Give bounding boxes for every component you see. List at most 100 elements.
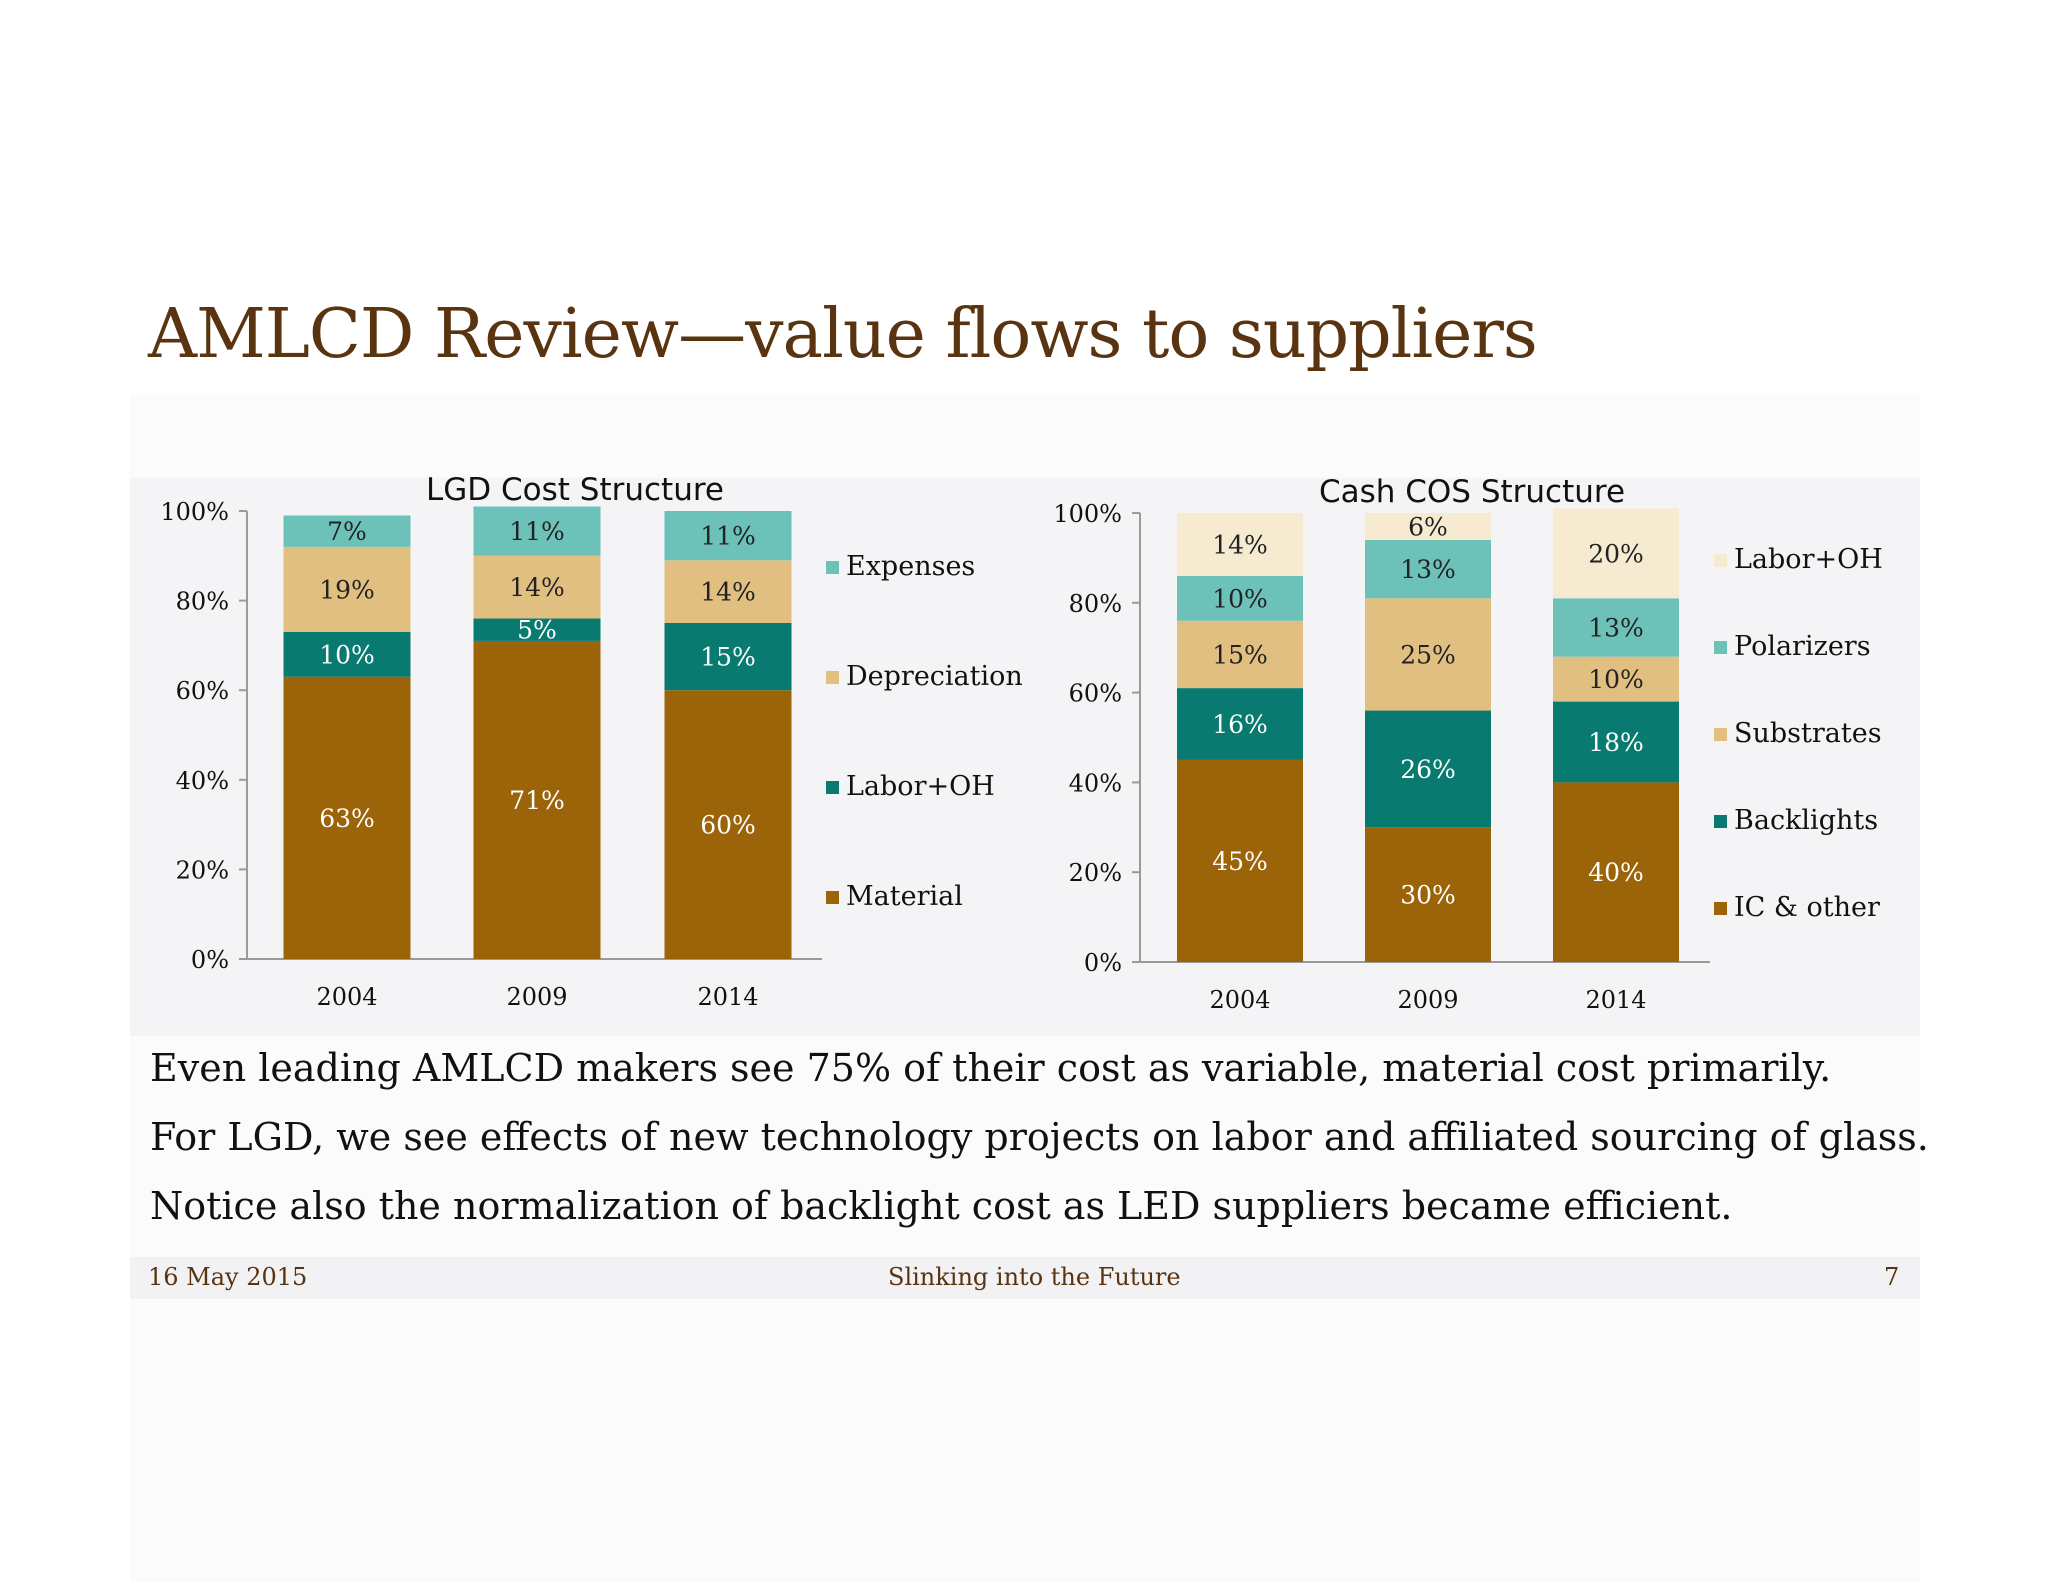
y-tick-label: 0% bbox=[1084, 949, 1122, 977]
bar-segment bbox=[664, 690, 792, 959]
chart-title: Cash COS Structure bbox=[1319, 474, 1625, 510]
data-label: 14% bbox=[1212, 530, 1268, 559]
data-label: 15% bbox=[1212, 640, 1268, 669]
bar-segment bbox=[1365, 513, 1491, 540]
bar-segment bbox=[1177, 759, 1303, 962]
data-label: 45% bbox=[1212, 847, 1268, 876]
data-label: 18% bbox=[1588, 728, 1644, 757]
bar-segment bbox=[1177, 575, 1303, 621]
data-label: 40% bbox=[1588, 858, 1644, 887]
data-label: 71% bbox=[509, 786, 565, 815]
legend-swatch bbox=[826, 671, 839, 684]
x-tick-label: 2014 bbox=[697, 983, 758, 1011]
legend-swatch bbox=[826, 781, 839, 794]
legend-label: Material bbox=[846, 881, 963, 912]
legend-swatch bbox=[1714, 728, 1727, 741]
legend-label: Expenses bbox=[846, 551, 975, 582]
x-tick-label: 2009 bbox=[506, 983, 567, 1011]
bar-segment bbox=[1177, 513, 1303, 576]
bar-segment bbox=[1365, 598, 1491, 711]
legend-label: IC & other bbox=[1734, 892, 1880, 923]
x-tick-label: 2004 bbox=[316, 983, 377, 1011]
bar-segment bbox=[664, 511, 792, 561]
y-tick-label: 20% bbox=[1069, 859, 1122, 887]
data-label: 10% bbox=[319, 640, 375, 669]
bar-segment bbox=[283, 676, 411, 959]
data-label: 14% bbox=[509, 573, 565, 602]
y-tick-label: 20% bbox=[176, 856, 229, 884]
legend-label: Labor+OH bbox=[1734, 544, 1883, 575]
data-label: 7% bbox=[327, 517, 367, 546]
data-label: 25% bbox=[1400, 640, 1456, 669]
legend-swatch bbox=[826, 561, 839, 574]
bar-segment bbox=[473, 506, 601, 556]
page-title: AMLCD Review—value flows to suppliers bbox=[148, 295, 1538, 374]
data-label: 13% bbox=[1400, 555, 1456, 584]
y-tick-label: 80% bbox=[1069, 590, 1122, 618]
x-tick-label: 2009 bbox=[1397, 986, 1458, 1014]
data-label: 15% bbox=[700, 643, 756, 672]
x-tick-label: 2004 bbox=[1209, 986, 1270, 1014]
y-tick-label: 0% bbox=[191, 946, 229, 974]
legend-swatch bbox=[1714, 641, 1727, 654]
bar-segment bbox=[1365, 710, 1491, 828]
legend-swatch bbox=[1714, 902, 1727, 915]
legend-label: Depreciation bbox=[846, 661, 1023, 692]
data-label: 30% bbox=[1400, 881, 1456, 910]
legend-swatch bbox=[1714, 554, 1727, 567]
bar-segment bbox=[1553, 701, 1679, 783]
bar-segment bbox=[283, 515, 411, 547]
bar-segment bbox=[1177, 688, 1303, 760]
legend-swatch bbox=[826, 891, 839, 904]
data-label: 5% bbox=[517, 616, 557, 645]
footer-date: 16 May 2015 bbox=[148, 1263, 308, 1291]
y-tick-label: 40% bbox=[176, 767, 229, 795]
bar-segment bbox=[473, 555, 601, 619]
data-label: 11% bbox=[509, 517, 565, 546]
bar-segment bbox=[1553, 508, 1679, 599]
bar-segment bbox=[1553, 782, 1679, 962]
bar-segment bbox=[1365, 827, 1491, 962]
bar-segment bbox=[1365, 539, 1491, 599]
data-label: 10% bbox=[1212, 584, 1268, 613]
legend-label: Polarizers bbox=[1734, 631, 1871, 662]
legend-label: Backlights bbox=[1734, 805, 1878, 836]
y-tick-label: 40% bbox=[1069, 769, 1122, 797]
x-tick-label: 2014 bbox=[1585, 986, 1646, 1014]
legend-label: Labor+OH bbox=[846, 771, 995, 802]
bar-segment bbox=[283, 631, 411, 677]
bar-segment bbox=[1553, 656, 1679, 702]
data-label: 16% bbox=[1212, 710, 1268, 739]
data-label: 6% bbox=[1408, 512, 1448, 541]
data-label: 14% bbox=[700, 578, 756, 607]
y-tick-label: 60% bbox=[176, 677, 229, 705]
y-tick-label: 100% bbox=[160, 498, 229, 526]
data-label: 19% bbox=[319, 575, 375, 604]
legend-swatch bbox=[1714, 815, 1727, 828]
caption-line-3: Notice also the normalization of backlig… bbox=[150, 1184, 1733, 1228]
footer-bar bbox=[130, 1257, 1920, 1299]
data-label: 13% bbox=[1588, 613, 1644, 642]
data-label: 63% bbox=[319, 804, 375, 833]
bar-segment bbox=[473, 640, 601, 959]
bar-segment bbox=[283, 546, 411, 632]
bar-segment bbox=[664, 623, 792, 691]
caption-line-2: For LGD, we see effects of new technolog… bbox=[150, 1115, 1929, 1159]
footer-center-title: Slinking into the Future bbox=[888, 1263, 1181, 1291]
y-tick-label: 80% bbox=[176, 588, 229, 616]
data-label: 60% bbox=[700, 811, 756, 840]
data-label: 11% bbox=[700, 522, 756, 551]
bar-segment bbox=[1177, 620, 1303, 689]
data-label: 26% bbox=[1400, 755, 1456, 784]
y-tick-label: 60% bbox=[1069, 680, 1122, 708]
data-label: 10% bbox=[1588, 665, 1644, 694]
chart-title: LGD Cost Structure bbox=[426, 472, 724, 508]
footer-page-number: 7 bbox=[1884, 1263, 1900, 1291]
data-label: 20% bbox=[1588, 539, 1644, 568]
bar-segment bbox=[1553, 598, 1679, 657]
caption-line-1: Even leading AMLCD makers see 75% of the… bbox=[150, 1046, 1832, 1090]
bar-segment bbox=[664, 560, 792, 623]
legend-label: Substrates bbox=[1734, 718, 1882, 749]
y-tick-label: 100% bbox=[1053, 500, 1122, 528]
